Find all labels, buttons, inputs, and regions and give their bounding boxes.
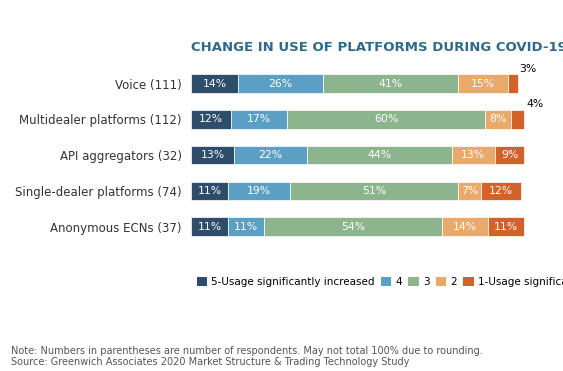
Bar [291,181,458,200]
Bar [307,146,452,164]
Text: 11%: 11% [198,221,222,232]
Bar [495,146,524,164]
Text: 19%: 19% [247,186,271,196]
Text: 11%: 11% [234,221,258,232]
Bar [508,74,518,93]
Bar [485,110,511,129]
Text: 11%: 11% [198,186,222,196]
Text: 13%: 13% [461,150,485,160]
Text: 4%: 4% [526,99,543,109]
Bar [238,74,323,93]
Bar [458,181,481,200]
Bar [511,110,524,129]
Text: 15%: 15% [471,79,495,89]
Bar [191,110,231,129]
Text: 41%: 41% [379,79,403,89]
Text: 17%: 17% [247,114,271,124]
Text: 14%: 14% [202,79,226,89]
Bar [452,146,495,164]
Bar [264,217,442,236]
Text: 14%: 14% [453,221,477,232]
Text: 8%: 8% [489,114,507,124]
Bar [191,74,238,93]
Text: Note: Numbers in parentheses are number of respondents. May not total 100% due t: Note: Numbers in parentheses are number … [11,346,483,367]
Bar [227,181,291,200]
Text: 26%: 26% [269,79,292,89]
Text: 3%: 3% [520,63,537,73]
Bar [481,181,521,200]
Text: 12%: 12% [489,186,513,196]
Bar [488,217,524,236]
Bar [191,146,234,164]
Text: 54%: 54% [341,221,365,232]
Text: 13%: 13% [201,150,225,160]
Bar [191,181,227,200]
Text: 60%: 60% [374,114,398,124]
Text: 11%: 11% [494,221,519,232]
Bar [287,110,485,129]
Bar [442,217,488,236]
Text: 12%: 12% [199,114,223,124]
Text: CHANGE IN USE OF PLATFORMS DURING COVID-19 CRISIS: CHANGE IN USE OF PLATFORMS DURING COVID-… [191,41,563,54]
Bar [234,146,307,164]
Bar [191,217,227,236]
Bar [227,217,264,236]
Text: 51%: 51% [362,186,386,196]
Bar [323,74,458,93]
Text: 9%: 9% [501,150,518,160]
Legend: 5-Usage significantly increased, 4, 3, 2, 1-Usage significantly decreased: 5-Usage significantly increased, 4, 3, 2… [196,278,563,288]
Bar [458,74,508,93]
Text: 44%: 44% [367,150,391,160]
Text: 7%: 7% [461,186,479,196]
Bar [231,110,287,129]
Text: 22%: 22% [258,150,283,160]
